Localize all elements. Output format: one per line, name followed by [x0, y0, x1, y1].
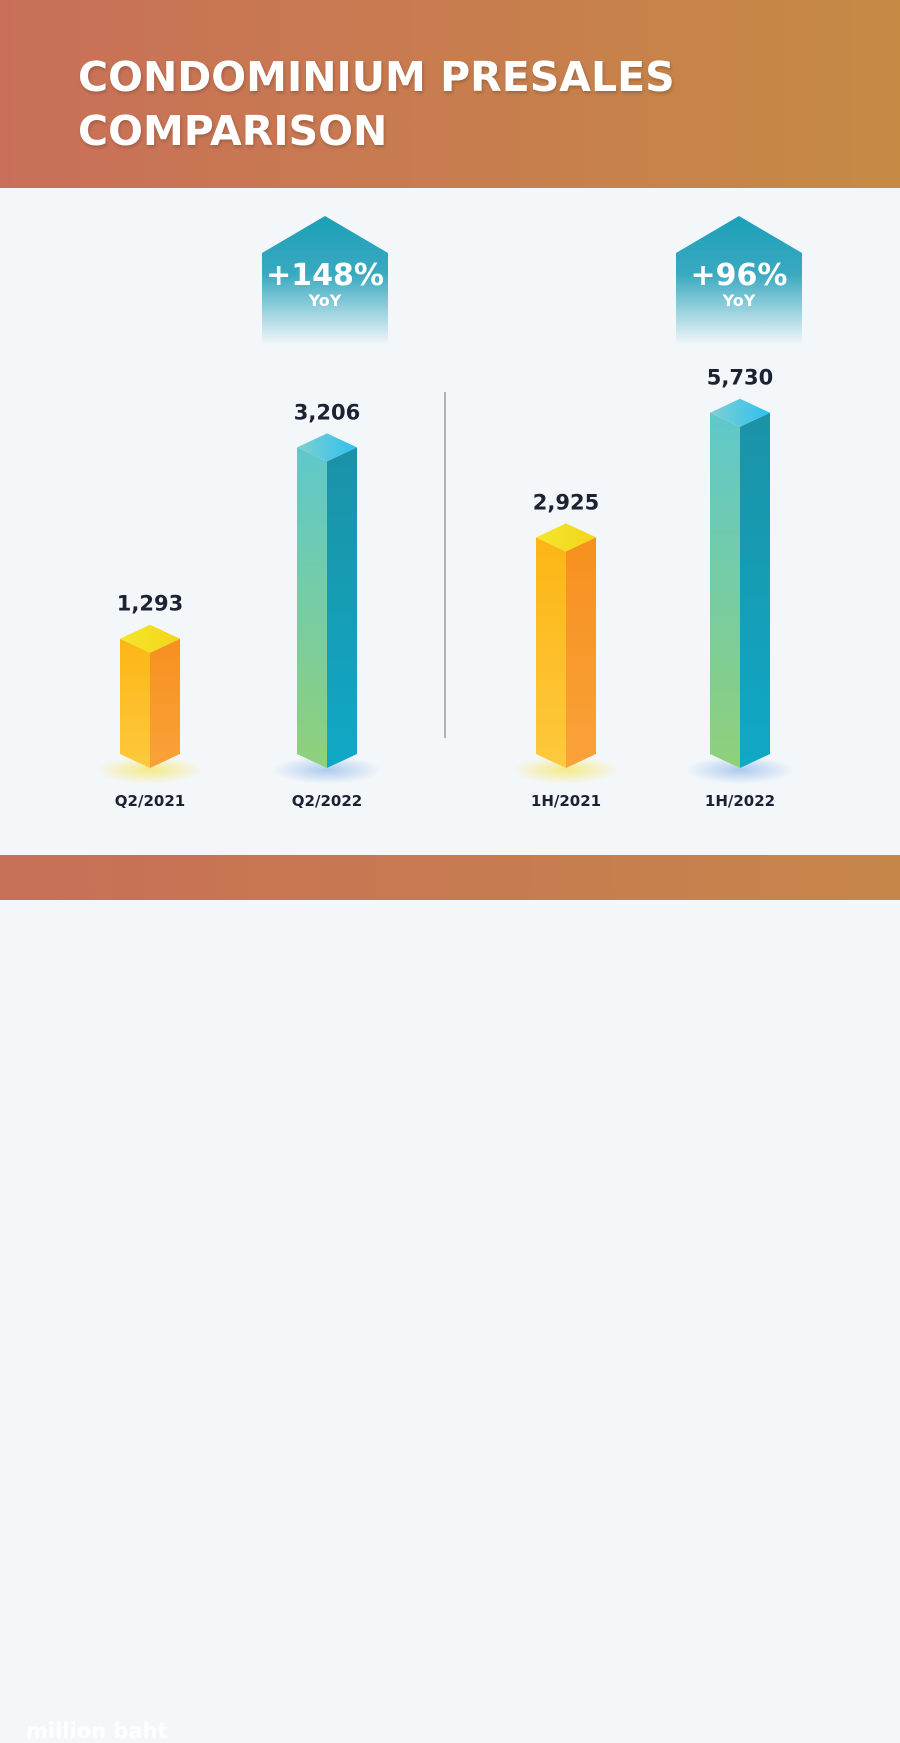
- bar-front-face: [536, 537, 566, 768]
- bar-chart: 1,293 Q2/2021 3,206 Q2/2022 2,925 1H/2021 5,73…: [95, 216, 802, 810]
- bar-side-face: [566, 537, 596, 768]
- bar-glow: [272, 756, 382, 784]
- bar-glow: [511, 756, 621, 784]
- value-label: 3,206: [294, 400, 360, 424]
- bar-front-face: [120, 638, 150, 768]
- yoy-badge: +96%YoY: [676, 216, 802, 345]
- yoy-change: +96%: [691, 258, 788, 293]
- yoy-badge: +148%YoY: [262, 216, 388, 345]
- yoy-label: YoY: [722, 291, 756, 310]
- bar-glow: [95, 756, 205, 784]
- category-label: 1H/2021: [531, 792, 601, 810]
- footer-banner: million baht: [0, 855, 900, 1743]
- bar-Q2/2022: 3,206 Q2/2022: [272, 400, 382, 810]
- category-label: 1H/2022: [705, 792, 775, 810]
- bar-Q2/2021: 1,293 Q2/2021: [95, 592, 205, 810]
- header-banner: CONDOMINIUM PRESALES COMPARISON: [0, 0, 900, 188]
- bar-top-face: [297, 433, 357, 462]
- value-label: 5,730: [707, 366, 773, 390]
- category-label: Q2/2021: [115, 792, 185, 810]
- yoy-label: YoY: [308, 291, 342, 310]
- house-badge-shape: [262, 216, 388, 345]
- title-line-1: CONDOMINIUM PRESALES: [78, 53, 675, 101]
- bar-side-face: [740, 412, 770, 768]
- unit-label: million baht: [26, 1719, 168, 1743]
- bar-front-face: [297, 447, 327, 768]
- bar-side-face: [327, 447, 357, 768]
- yoy-change: +148%: [266, 258, 384, 293]
- bar-1H/2022: 5,730 1H/2022: [685, 366, 795, 810]
- bar-front-face: [710, 412, 740, 768]
- bar-glow: [685, 756, 795, 784]
- bar-1H/2021: 2,925 1H/2021: [511, 490, 621, 810]
- bar-top-face: [710, 398, 770, 427]
- house-badge-shape: [676, 216, 802, 345]
- category-label: Q2/2022: [292, 792, 362, 810]
- bar-top-face: [120, 624, 180, 653]
- value-label: 1,293: [117, 592, 183, 616]
- value-label: 2,925: [533, 490, 599, 514]
- page-title: CONDOMINIUM PRESALES COMPARISON: [78, 50, 675, 158]
- bar-top-face: [536, 523, 596, 552]
- title-line-2: COMPARISON: [78, 107, 388, 155]
- bar-side-face: [150, 638, 180, 768]
